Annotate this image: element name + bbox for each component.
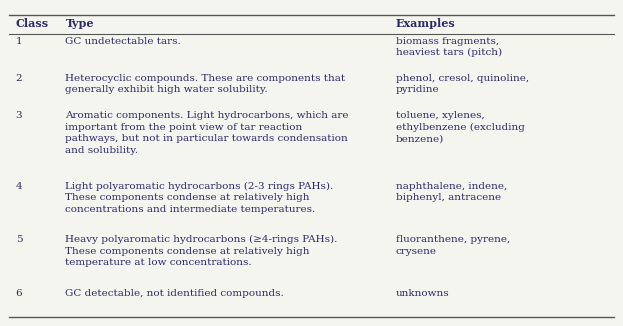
Text: GC detectable, not identified compounds.: GC detectable, not identified compounds. [65, 289, 284, 298]
Text: 3: 3 [16, 111, 22, 120]
Text: Examples: Examples [396, 18, 455, 29]
Text: unknowns: unknowns [396, 289, 449, 298]
Text: 6: 6 [16, 289, 22, 298]
Text: Heavy polyaromatic hydrocarbons (≥4-rings PAHs).
These components condense at re: Heavy polyaromatic hydrocarbons (≥4-ring… [65, 235, 338, 267]
Text: Type: Type [65, 18, 94, 29]
Text: phenol, cresol, quinoline,
pyridine: phenol, cresol, quinoline, pyridine [396, 74, 529, 95]
Text: 2: 2 [16, 74, 22, 83]
Text: fluoranthene, pyrene,
crysene: fluoranthene, pyrene, crysene [396, 235, 510, 256]
Text: toluene, xylenes,
ethylbenzene (excluding
benzene): toluene, xylenes, ethylbenzene (excludin… [396, 111, 525, 143]
Text: 1: 1 [16, 37, 22, 46]
Text: Aromatic components. Light hydrocarbons, which are
important from the point view: Aromatic components. Light hydrocarbons,… [65, 111, 349, 155]
Text: biomass fragments,
heaviest tars (pitch): biomass fragments, heaviest tars (pitch) [396, 37, 502, 57]
Text: Light polyaromatic hydrocarbons (2-3 rings PAHs).
These components condense at r: Light polyaromatic hydrocarbons (2-3 rin… [65, 182, 334, 214]
Text: Class: Class [16, 18, 49, 29]
Text: GC undetectable tars.: GC undetectable tars. [65, 37, 181, 46]
Text: 4: 4 [16, 182, 22, 191]
Text: Heterocyclic compounds. These are components that
generally exhibit high water s: Heterocyclic compounds. These are compon… [65, 74, 346, 95]
Text: 5: 5 [16, 235, 22, 244]
Text: naphthalene, indene,
biphenyl, antracene: naphthalene, indene, biphenyl, antracene [396, 182, 507, 202]
